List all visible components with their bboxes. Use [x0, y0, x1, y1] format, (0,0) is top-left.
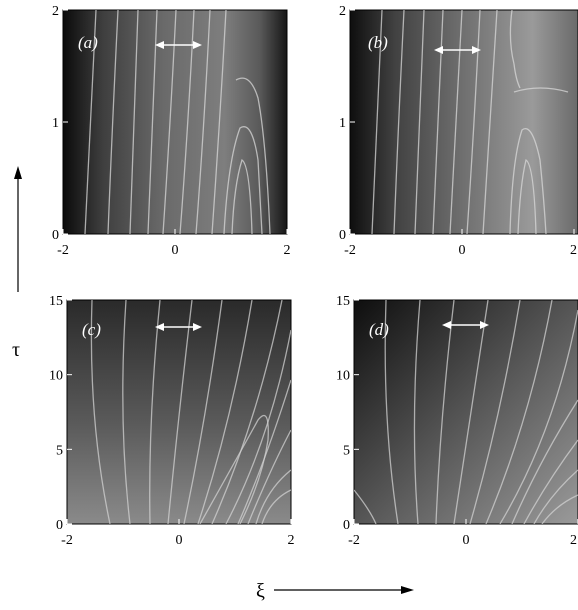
x-tick-label: 0	[172, 243, 179, 258]
y-axis: 0 5 10 15	[49, 294, 72, 533]
y-axis: 0 5 10 15	[336, 294, 359, 533]
heatmap-area	[353, 299, 578, 525]
double-arrow-icon	[155, 41, 202, 49]
panel-label: (d)	[369, 320, 389, 339]
y-tick-label: 1	[339, 116, 346, 131]
y-tick-label: 2	[339, 4, 346, 19]
panel-label: (c)	[82, 320, 101, 339]
x-tick-label: 2	[570, 243, 577, 258]
y-tick-label: 10	[336, 369, 350, 384]
panel-a: (a) -2 0 2 012	[52, 4, 291, 258]
double-arrow-icon	[434, 46, 481, 54]
y-axis-arrow	[14, 166, 22, 292]
x-tick-label: -2	[344, 243, 356, 258]
trajectory-lines	[84, 10, 271, 234]
x-tick-label: 0	[176, 533, 183, 548]
trajectory-lines	[90, 300, 291, 524]
x-tick-label: 2	[288, 533, 295, 548]
x-tick-label: 2	[570, 533, 577, 548]
y-tick-label: 1	[52, 116, 59, 131]
x-tick-label: 0	[463, 533, 470, 548]
x-axis: -2 0 2	[344, 229, 577, 258]
panel-b: (b) -2 0 2 012	[339, 4, 578, 258]
x-axis: -2 0 2	[57, 229, 291, 258]
y-tick-label: 2	[52, 4, 59, 19]
double-arrow-icon	[155, 323, 202, 331]
x-tick-label: -2	[57, 243, 69, 258]
x-axis-arrow	[274, 586, 414, 594]
x-axis: -2 0 2	[61, 519, 295, 548]
x-axis-label: ξ	[256, 580, 265, 602]
y-tick-label: 0	[339, 228, 346, 243]
y-axis-label: τ	[12, 339, 20, 361]
y-tick-label: 5	[343, 443, 350, 458]
heatmap-area	[349, 9, 578, 235]
panel-label: (a)	[78, 33, 98, 52]
y-axis: 0 1 2	[339, 4, 355, 243]
y-axis: 0 1 2	[52, 4, 68, 243]
y-tick-label: 15	[49, 294, 63, 309]
y-tick-label: 15	[336, 294, 350, 309]
x-tick-label: 2	[284, 243, 291, 258]
x-tick-label: 0	[459, 243, 466, 258]
y-tick-label: 5	[56, 443, 63, 458]
double-arrow-icon	[442, 321, 489, 329]
y-tick-label: 0	[56, 518, 63, 533]
x-tick-label: -2	[348, 533, 360, 548]
panel-label: (b)	[368, 33, 388, 52]
y-tick-label: 0	[343, 518, 350, 533]
trajectory-lines	[371, 10, 569, 234]
x-axis: -2 0 2	[348, 519, 578, 548]
trajectory-lines	[354, 300, 578, 524]
y-tick-label: 10	[49, 369, 63, 384]
x-tick-label: -2	[61, 533, 73, 548]
y-tick-label: 0	[52, 228, 59, 243]
